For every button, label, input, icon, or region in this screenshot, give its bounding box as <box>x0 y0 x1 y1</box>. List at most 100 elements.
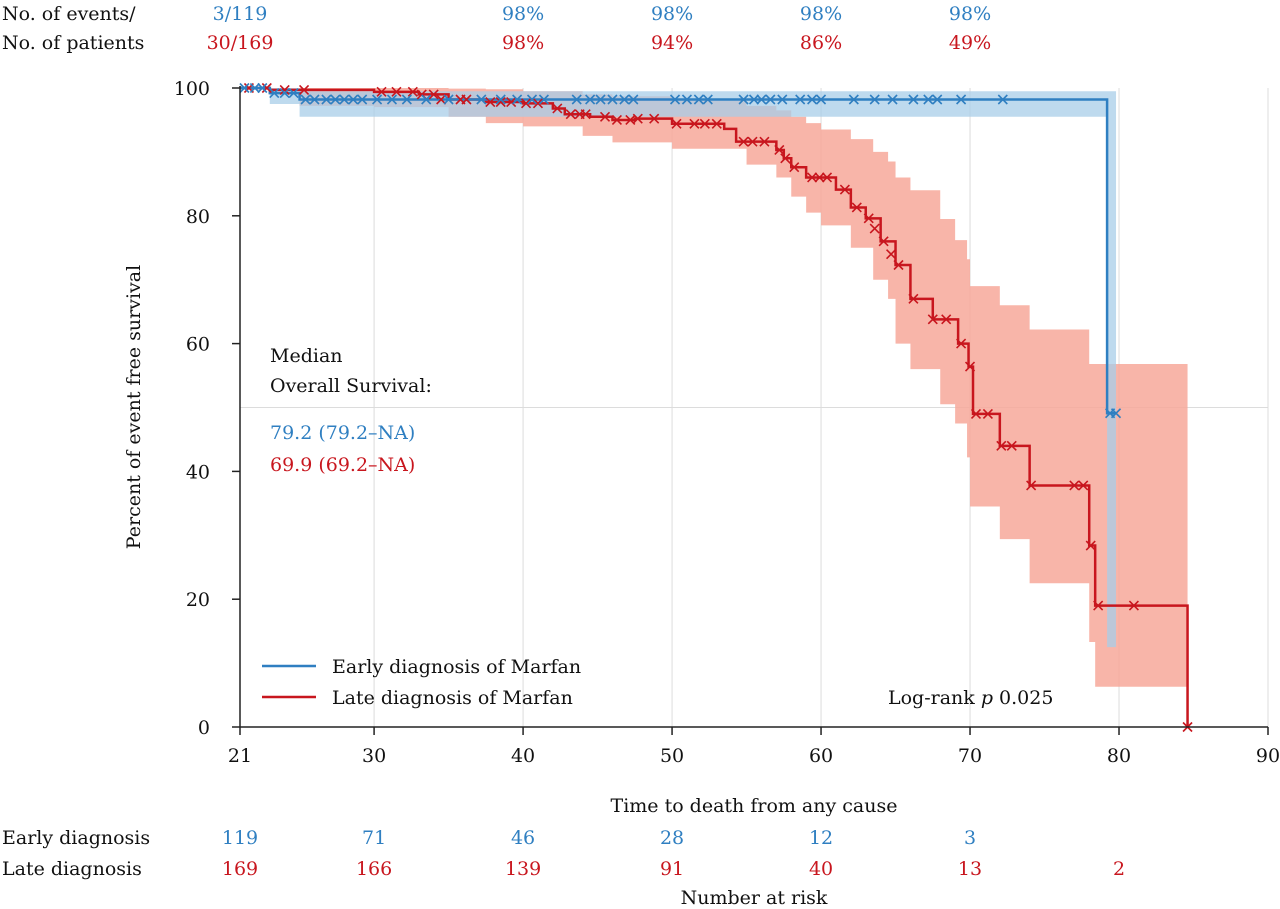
early-censor-mark <box>748 94 760 105</box>
early-censor-mark <box>279 88 290 99</box>
y-tick-label: 20 <box>186 589 210 611</box>
events-label: No. of events/ <box>2 3 136 25</box>
late-censor-mark <box>956 338 967 349</box>
late-censor-mark <box>611 114 622 126</box>
early-censor-mark <box>538 94 549 105</box>
late-censor-mark <box>789 162 800 173</box>
censor-marks <box>239 82 1193 733</box>
late-survival-pct: 49% <box>949 32 991 54</box>
y-tick-label: 80 <box>186 206 210 228</box>
early-censor-mark <box>756 94 767 105</box>
early-censor-mark <box>619 94 630 105</box>
early-censor-mark <box>269 88 280 99</box>
late-censor-mark <box>495 96 506 108</box>
early-censor-mark <box>848 94 859 105</box>
median-box: Median Overall Survival: 79.2 (79.2–NA) … <box>270 345 432 476</box>
late-censor-mark <box>908 293 919 304</box>
late-survival-line <box>240 86 1189 727</box>
late-censor-mark <box>814 172 825 183</box>
risk-late-count: 40 <box>809 858 833 880</box>
late-survival-pct: 94% <box>651 32 693 54</box>
risk-early-count: 119 <box>222 827 258 849</box>
late-censor-mark <box>893 259 904 271</box>
late-survival-pct: 86% <box>800 32 842 54</box>
early-censor-mark <box>607 94 618 105</box>
early-censor-mark <box>571 94 582 105</box>
logrank-value: 0.025 <box>993 687 1053 709</box>
late-censor-mark <box>632 113 643 124</box>
early-censor-mark <box>869 94 880 105</box>
early-censor-mark <box>321 94 332 105</box>
logrank-p: p <box>981 687 993 709</box>
late-censor-mark <box>869 223 880 234</box>
median-early-value: 79.2 (79.2–NA) <box>270 422 415 444</box>
legend-early-label: Early diagnosis of Marfan <box>332 656 581 678</box>
late-censor-mark <box>1093 600 1104 611</box>
early-censor-mark <box>512 94 523 105</box>
late-censor-mark <box>1128 600 1139 611</box>
logrank-prefix: Log-rank <box>888 687 981 709</box>
late-censor-mark <box>711 118 722 129</box>
risk-late-count: 13 <box>958 858 982 880</box>
early-survival-pct: 98% <box>651 3 693 25</box>
late-censor-mark <box>821 172 833 183</box>
risk-late-count: 2 <box>1113 858 1125 880</box>
late-censor-mark <box>649 113 660 124</box>
late-censor-mark <box>407 86 418 97</box>
early-censor-mark <box>309 94 320 105</box>
risk-late-count: 169 <box>222 858 258 880</box>
x-tick-label: 50 <box>660 745 684 767</box>
late-censor-mark <box>927 314 938 325</box>
late-confidence-band <box>240 88 1188 687</box>
late-censor-mark <box>689 118 700 129</box>
late-censor-mark <box>552 103 563 114</box>
late-censor-mark <box>671 118 682 129</box>
late-censor-mark <box>1006 440 1017 451</box>
risk-early-label: Early diagnosis <box>2 827 150 849</box>
late-censor-mark <box>863 213 874 224</box>
early-survival-pct: 98% <box>949 3 991 25</box>
early-censor-mark <box>401 94 412 105</box>
late-censor-mark <box>970 408 982 419</box>
survival-percentages: 98% 98% 98% 94% 98% 86% 98% 49% <box>502 3 991 54</box>
late-censor-mark <box>738 136 749 147</box>
early-censor-mark <box>956 94 967 105</box>
x-tick-label: 40 <box>511 745 535 767</box>
late-censor-mark <box>1069 480 1080 491</box>
early-censor-mark <box>330 94 341 105</box>
late-censor-mark <box>506 96 517 108</box>
late-censor-mark <box>532 98 544 109</box>
x-tick-label: 70 <box>958 745 982 767</box>
late-censor-mark <box>565 109 576 120</box>
early-censor-mark <box>997 94 1008 105</box>
median-subtitle: Overall Survival: <box>270 375 432 397</box>
early-censor-mark <box>908 94 919 105</box>
x-tick-label: 60 <box>809 745 833 767</box>
early-censor-mark <box>357 94 368 105</box>
late-censor-mark <box>759 136 770 147</box>
early-censor-mark <box>443 94 454 105</box>
late-survival-pct: 98% <box>502 32 544 54</box>
early-censor-mark <box>738 94 749 105</box>
early-censor-mark <box>765 94 776 105</box>
x-tick-label: 30 <box>362 745 386 767</box>
late-censor-mark <box>461 94 472 105</box>
early-censor-mark <box>348 94 359 105</box>
legend: Early diagnosis of Marfan Late diagnosis… <box>262 656 581 709</box>
late-censor-mark <box>599 111 611 122</box>
x-tick-label: 90 <box>1256 745 1280 767</box>
late-censor-mark <box>1078 480 1089 491</box>
late-censor-mark <box>436 94 447 105</box>
axes: 0 20 40 60 80 100 21 30 40 50 60 70 80 90 <box>174 78 1280 767</box>
early-censor-mark <box>807 94 818 105</box>
risk-late-count: 166 <box>356 858 392 880</box>
early-censor-mark <box>257 82 268 94</box>
early-censor-mark <box>239 82 250 94</box>
late-censor-mark <box>580 109 591 120</box>
early-censor-mark <box>923 94 934 105</box>
late-censor-mark <box>1085 540 1096 551</box>
early-event-count: 3/119 <box>213 3 268 25</box>
early-censor-mark <box>777 94 788 105</box>
late-censor-mark <box>391 86 402 97</box>
